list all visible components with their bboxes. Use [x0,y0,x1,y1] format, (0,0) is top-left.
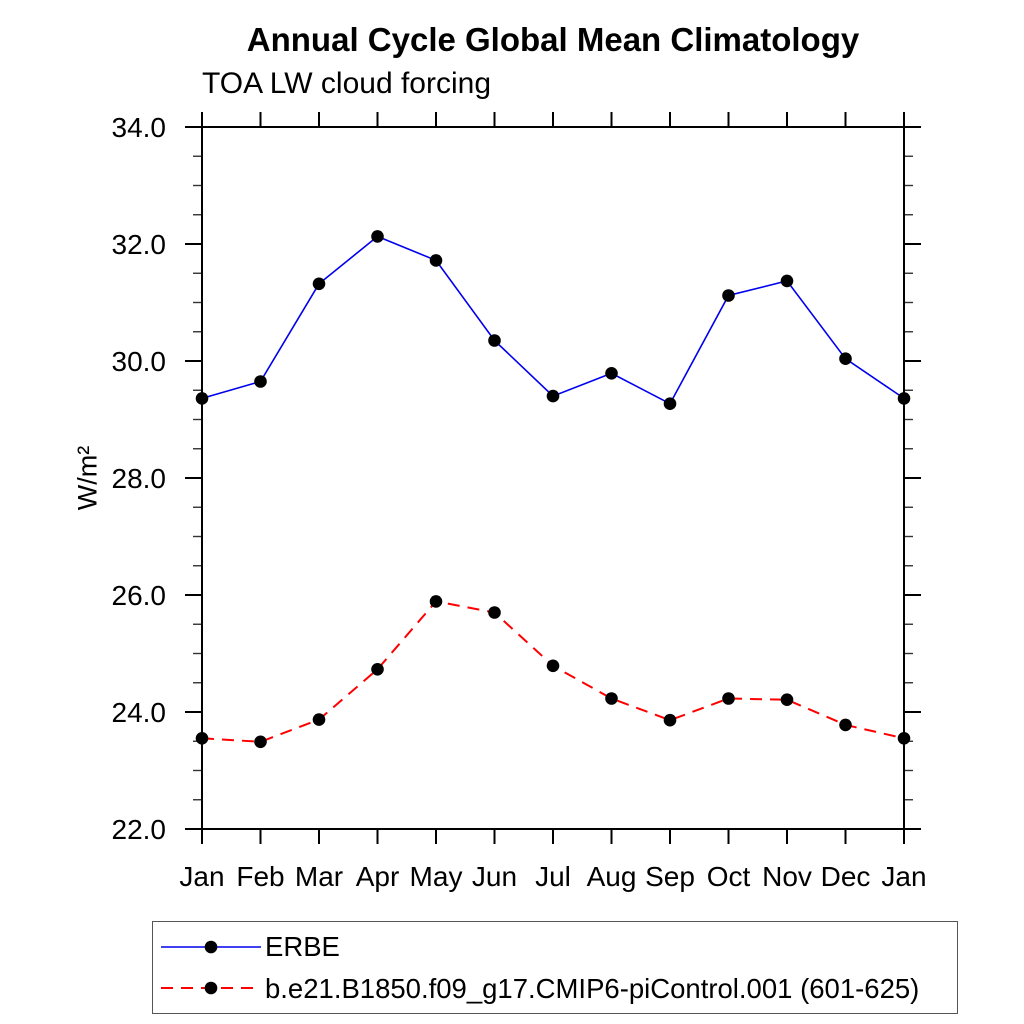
data-point-marker [371,663,384,676]
data-point-marker [839,718,852,732]
data-point-marker [605,367,618,380]
data-point-marker [429,595,443,608]
data-point-marker [195,392,209,405]
data-point-marker [780,274,794,288]
data-point-marker [605,692,618,705]
data-point-marker [546,659,560,673]
x-tick-label: Aug [587,861,637,892]
x-tick-label: Jun [472,861,517,892]
plot-frame [201,126,905,830]
legend-item-erbe: ERBE [159,928,953,966]
legend-marker [204,940,218,953]
erbe-line [201,235,905,405]
data-point-marker [488,606,501,619]
data-point-marker [663,713,677,727]
legend-swatch-model [161,982,261,995]
chart-title: Annual Cycle Global Mean Climatology [246,21,860,58]
x-tick-label: Feb [236,861,284,892]
legend-label-erbe: ERBE [265,930,340,962]
y-tick-label: 28.0 [112,463,167,494]
data-point-marker [195,732,209,745]
x-tick-label: Sep [645,861,695,892]
legend-swatch-erbe [161,940,261,953]
legend-item-model: b.e21.B1850.f09_g17.CMIP6-piControl.001 … [159,969,953,1007]
data-point-marker [546,389,560,403]
x-tick-label: Jul [535,861,571,892]
x-tick-label: May [410,861,463,892]
y-tick-label: 32.0 [112,229,167,260]
y-tick-label: 26.0 [112,580,167,611]
y-tick-label: 22.0 [112,814,167,845]
legend-box: ERBE b.e21.B1850.f09_g17.CMIP6-piControl… [152,921,958,1014]
data-point-marker [722,289,735,302]
x-tick-label: Jan [179,861,224,892]
legend-marker [204,982,218,995]
data-point-marker [722,692,735,705]
data-point-marker [663,397,677,411]
legend-label-model: b.e21.B1850.f09_g17.CMIP6-piControl.001 … [265,972,920,1004]
chart-subtitle: TOA LW cloud forcing [202,67,492,100]
y-tick-label: 34.0 [112,112,167,143]
data-point-marker [839,352,852,366]
y-tick-label: 24.0 [112,697,167,728]
data-point-marker [312,277,326,291]
y-tick-label: 30.0 [112,346,167,377]
x-tick-label: Apr [356,861,400,892]
x-tick-label: Oct [707,861,751,892]
data-point-marker [897,732,911,745]
data-point-marker [780,693,794,706]
x-tick-label: Jan [881,861,926,892]
data-point-marker [488,334,501,347]
data-point-marker [254,735,267,749]
data-point-marker [312,713,326,726]
data-point-marker [371,230,384,243]
data-point-marker [254,375,267,388]
data-point-marker [897,392,911,405]
x-tick-label: Dec [821,861,871,892]
x-tick-label: Mar [295,861,343,892]
data-point-marker [429,254,443,267]
x-tick-label: Nov [762,861,812,892]
